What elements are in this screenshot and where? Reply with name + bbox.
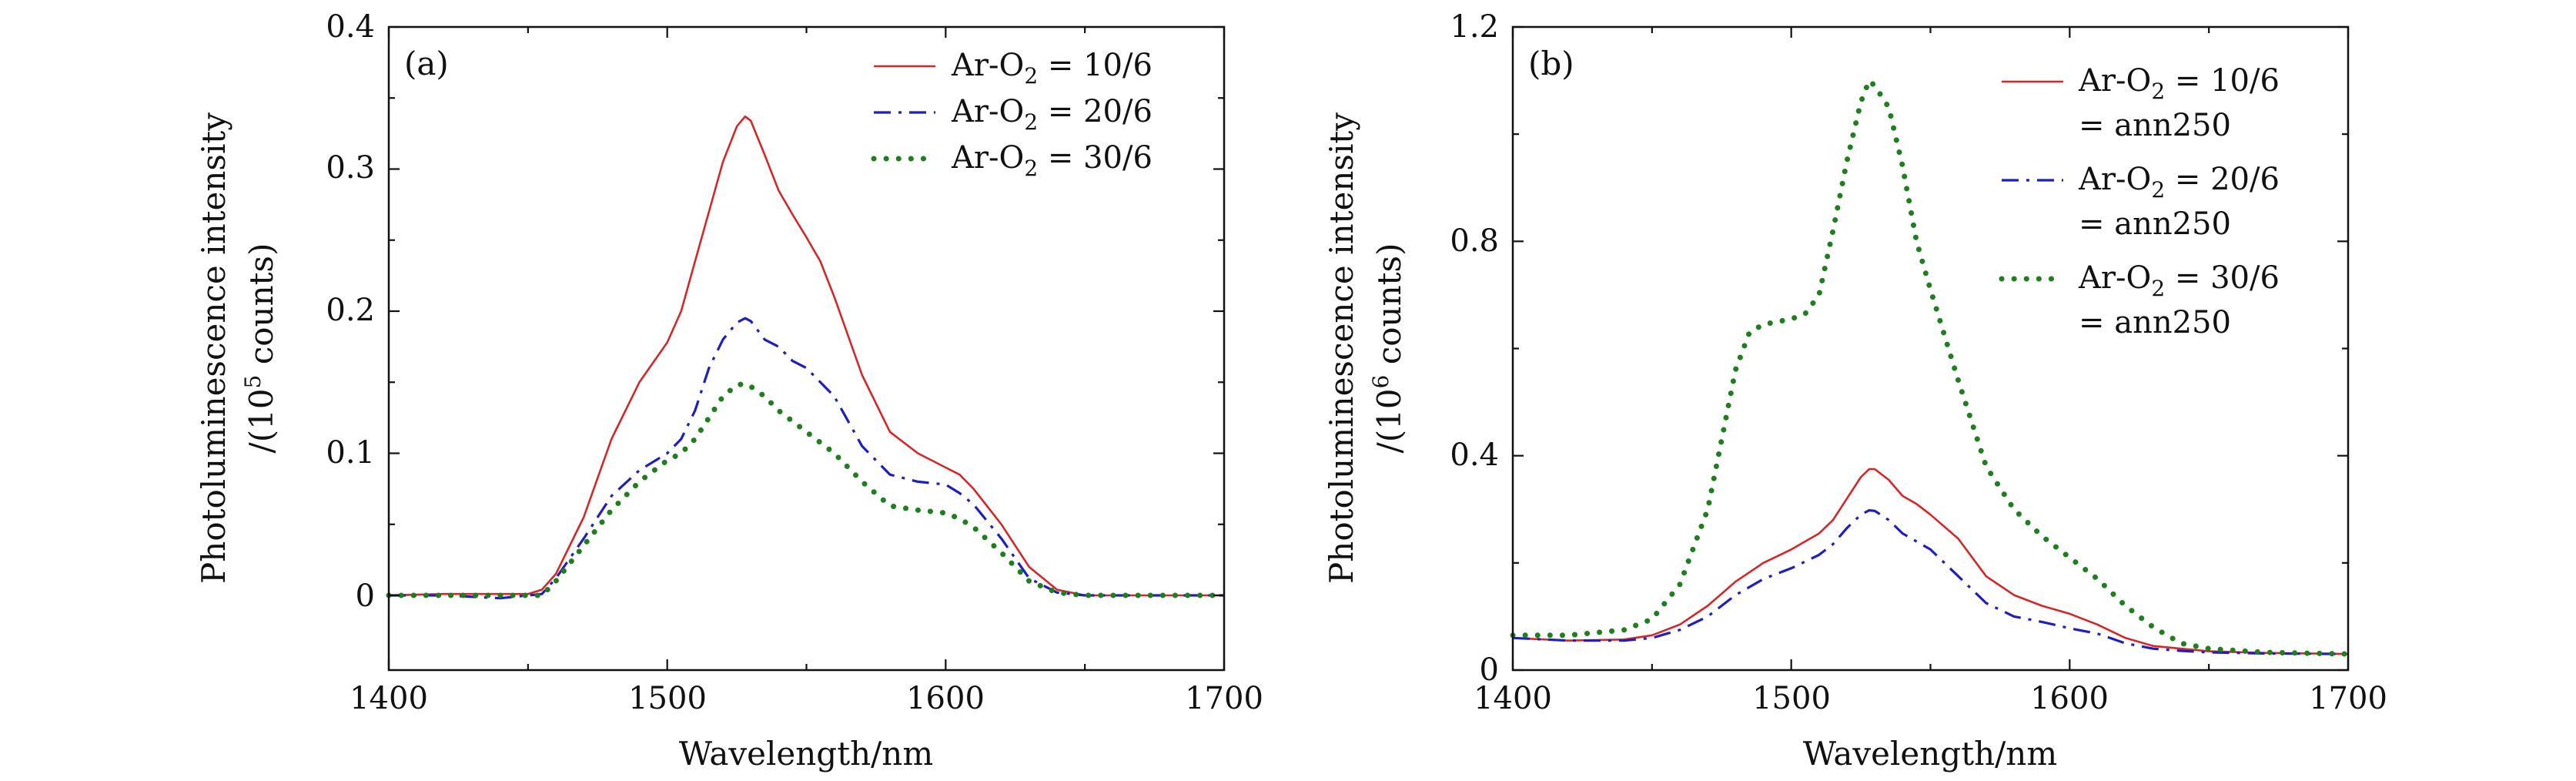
y-axis-title-b-line1: Photoluminescence intensity xyxy=(1323,112,1360,584)
panel-a: (a) 1400 1500 1600 1700 0 0.1 0.2 0.3 0.… xyxy=(195,9,1263,773)
series-line xyxy=(388,115,1224,597)
y-tick-label: 0 xyxy=(1480,652,1499,688)
x-tick-label: 1500 xyxy=(628,681,707,716)
x-tick-label: 1500 xyxy=(1752,681,1831,716)
legend-swatches-a xyxy=(871,65,938,162)
x-tick-label: 1700 xyxy=(2309,681,2387,716)
series-line xyxy=(386,380,1227,598)
legend-label: Ar-O2 = 20/6 xyxy=(951,94,1153,135)
x-tick-label: 1400 xyxy=(350,681,428,716)
legend-a: Ar-O2 = 10/6 Ar-O2 = 20/6 Ar-O2 = 30/6 xyxy=(871,48,1153,181)
legend-swatches-b xyxy=(1999,80,2066,282)
y-tick-label: 0.8 xyxy=(1450,223,1499,259)
x-tick-label: 1600 xyxy=(906,681,985,716)
plot-area-a xyxy=(386,115,1227,600)
panel-tag-b: (b) xyxy=(1528,45,1574,82)
y-tick-label: 0.2 xyxy=(326,293,375,328)
tick-marks-a xyxy=(387,25,1226,670)
legend-label-line2: = ann250 xyxy=(2079,305,2231,340)
series-line xyxy=(1512,468,2349,655)
panel-b: (b) 1400 1500 1600 1700 0 0.4 0.8 1.2 Wa… xyxy=(1323,9,2387,773)
plot-area-b xyxy=(1510,78,2351,657)
legend-b: Ar-O2 = 10/6 = ann250 Ar-O2 = 20/6 = ann… xyxy=(1999,63,2280,340)
y-tick-label: 0.3 xyxy=(326,150,375,186)
legend-label-line2: = ann250 xyxy=(2079,108,2231,143)
x-tick-label: 1600 xyxy=(2030,681,2109,716)
series-line xyxy=(1512,508,2349,655)
series-line xyxy=(1510,78,2351,657)
y-axis-title-a-line1: Photoluminescence intensity xyxy=(195,112,233,584)
y-tick-label: 0.4 xyxy=(326,9,375,45)
panel-tag-a: (a) xyxy=(404,45,449,82)
x-axis-title-b: Wavelength/nm xyxy=(1803,735,2057,773)
y-axis-title-a-line2: /(105 counts) xyxy=(240,243,281,454)
y-axis-title-b-line2: /(106 counts) xyxy=(1368,243,1409,454)
tick-marks-b xyxy=(1511,25,2350,672)
y-tick-label: 0.1 xyxy=(326,435,375,471)
legend-label: Ar-O2 = 10/6 xyxy=(2078,63,2280,104)
legend-label: Ar-O2 = 30/6 xyxy=(2078,260,2280,301)
legend-label: Ar-O2 = 30/6 xyxy=(951,140,1153,181)
y-tick-label: 0.4 xyxy=(1450,437,1499,473)
series-line xyxy=(389,317,1224,600)
y-tick-label: 0 xyxy=(356,578,375,614)
legend-label-line2: = ann250 xyxy=(2079,206,2231,242)
legend-label: Ar-O2 = 10/6 xyxy=(951,48,1153,89)
y-tick-label: 1.2 xyxy=(1450,9,1499,45)
legend-label: Ar-O2 = 20/6 xyxy=(2078,162,2280,203)
x-axis-title-a: Wavelength/nm xyxy=(679,735,933,773)
x-tick-label: 1400 xyxy=(1474,681,1552,716)
x-tick-label: 1700 xyxy=(1185,681,1263,716)
